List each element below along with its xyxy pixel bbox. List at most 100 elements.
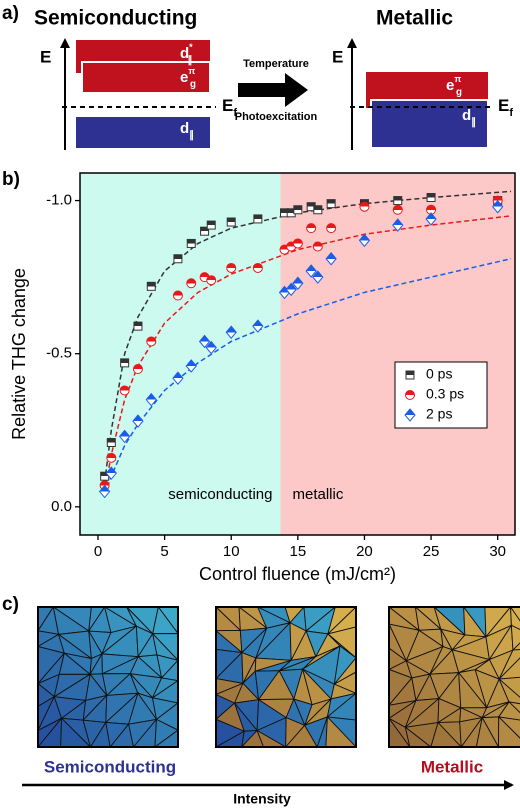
- y-tick-label: -0.5: [46, 345, 72, 362]
- label-sub: ∥: [187, 55, 192, 66]
- data-point: [305, 264, 317, 278]
- data-point: [106, 438, 116, 448]
- band-label: d∥: [180, 120, 194, 141]
- label-base: e: [446, 77, 454, 94]
- data-point: [312, 241, 323, 252]
- label-sup: *: [189, 42, 193, 52]
- chart: semiconducting metallic 0 5 10 15 20 25 30 0.0 -0.…: [9, 172, 516, 584]
- data-point: [392, 204, 403, 215]
- legend-marker: [405, 370, 415, 380]
- data-point: [206, 275, 217, 286]
- label-base: E: [498, 96, 509, 115]
- band-label: d∥: [462, 107, 476, 128]
- band-label: eπ g: [180, 66, 196, 89]
- legend-label: 0 ps: [426, 366, 452, 382]
- y-axis-title: Relative THG change: [9, 268, 29, 440]
- label-sub: ∥: [189, 130, 194, 141]
- region: [80, 173, 281, 535]
- y-tick-label: 0.0: [51, 498, 72, 515]
- data-point: [358, 233, 371, 248]
- tile-label: Semiconducting: [44, 757, 176, 776]
- data-point: [172, 371, 184, 385]
- label-sub: f: [509, 107, 513, 119]
- data-point: [225, 325, 237, 340]
- panel-c: [36, 605, 520, 749]
- band-label: eπ g: [446, 74, 462, 97]
- data-point: [306, 223, 317, 234]
- label-sub: g: [456, 87, 462, 98]
- data-point: [120, 358, 130, 368]
- data-point: [186, 278, 197, 289]
- data-point: [426, 193, 436, 203]
- label-base: d: [180, 45, 189, 62]
- panel-label: c): [2, 594, 19, 615]
- data-point: [106, 452, 117, 463]
- label-sup: π: [454, 74, 461, 84]
- data-point: [226, 262, 237, 273]
- data-point: [146, 336, 157, 347]
- band-eg: [81, 61, 211, 94]
- data-point: [105, 466, 117, 480]
- arrow-label: Photoexcitation: [235, 111, 318, 123]
- band-label: Ef: [498, 96, 513, 118]
- tile-label: Metallic: [421, 757, 483, 776]
- panel-a: a) Semiconducting Metallic E Temperature…: [2, 3, 494, 150]
- region-label: metallic: [293, 486, 344, 503]
- data-point: [145, 392, 157, 407]
- x-tick-label: 5: [160, 543, 168, 560]
- transition-arrow: [238, 73, 308, 107]
- data-point: [98, 484, 111, 499]
- legend-label: 0.3 ps: [426, 386, 464, 402]
- panel-label: b): [2, 169, 20, 190]
- data-point: [253, 214, 263, 224]
- panel-label: a): [2, 3, 19, 24]
- label-sub: ∥: [471, 117, 476, 128]
- tile-frame: [388, 606, 520, 748]
- data-point: [285, 282, 297, 297]
- fit-line: [103, 190, 512, 483]
- data-point: [118, 429, 131, 444]
- x-tick-label: 30: [489, 543, 506, 560]
- label-sub: g: [190, 79, 196, 90]
- right-title: Metallic: [376, 7, 453, 30]
- data-point: [198, 334, 211, 349]
- left-title: Semiconducting: [34, 7, 197, 30]
- axis-label: Intensity: [233, 791, 291, 807]
- data-point: [226, 217, 236, 227]
- data-point: [393, 196, 403, 206]
- data-point: [326, 223, 337, 234]
- data-point: [132, 414, 144, 428]
- data-point: [252, 262, 263, 273]
- data-point: [186, 238, 196, 248]
- data-point: [313, 205, 323, 215]
- label-sup: π: [188, 66, 195, 76]
- x-tick-label: 25: [423, 543, 440, 560]
- band-d: [76, 117, 210, 148]
- legend-label: 2 ps: [426, 406, 452, 422]
- label-base: e: [180, 69, 188, 86]
- data-point: [293, 205, 303, 215]
- label-base: d: [180, 120, 189, 137]
- grain: [510, 624, 520, 652]
- region-label: semiconducting: [168, 486, 272, 503]
- x-tick-label: 20: [356, 543, 373, 560]
- data-point: [205, 340, 217, 355]
- x-tick-label: 10: [223, 543, 240, 560]
- energy-label: E: [332, 47, 343, 66]
- region: [280, 173, 515, 535]
- data-point: [312, 270, 324, 284]
- label-base: E: [222, 96, 233, 115]
- band-label: Ef: [222, 96, 237, 118]
- data-point: [325, 251, 337, 266]
- x-tick-label: 15: [289, 543, 306, 560]
- grain: [511, 642, 520, 651]
- data-point: [492, 199, 504, 214]
- x-axis-title: Control fluence (mJ/cm²): [199, 564, 396, 584]
- x-tick-label: 0: [94, 543, 102, 560]
- band-label: d* ∥: [180, 42, 193, 65]
- data-point: [185, 359, 197, 373]
- data-point: [392, 218, 404, 232]
- data-point: [146, 281, 156, 291]
- data-point: [132, 364, 143, 375]
